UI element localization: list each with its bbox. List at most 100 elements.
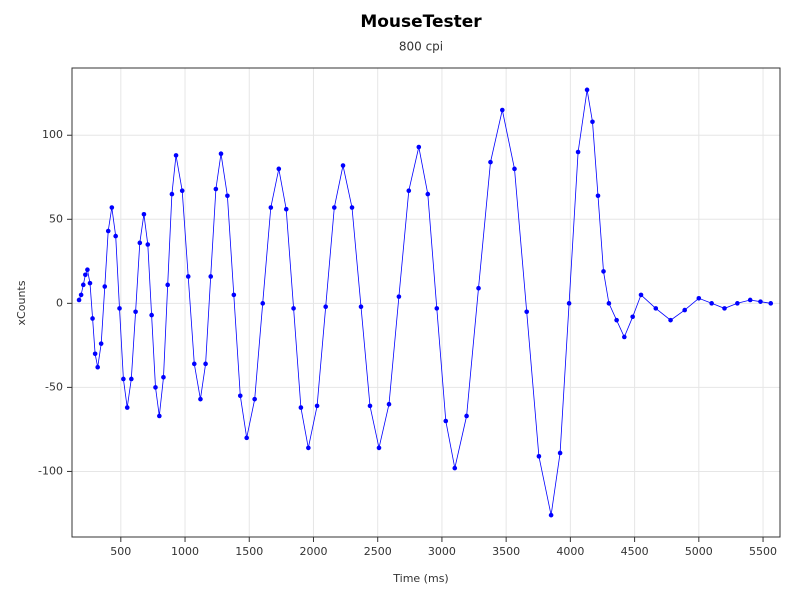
data-point xyxy=(406,188,412,194)
data-point xyxy=(557,450,563,456)
x-tick-label: 3000 xyxy=(428,545,456,558)
data-point xyxy=(76,297,82,303)
x-tick-label: 4000 xyxy=(556,545,584,558)
data-point xyxy=(141,211,147,217)
data-point xyxy=(606,301,612,306)
data-point xyxy=(213,186,219,192)
data-point xyxy=(218,151,224,157)
data-point xyxy=(396,294,402,299)
data-point xyxy=(630,314,635,320)
x-tick-label: 1000 xyxy=(171,545,199,558)
data-point xyxy=(524,309,530,315)
data-point xyxy=(323,304,328,310)
data-point xyxy=(601,269,606,274)
data-point xyxy=(117,306,122,311)
data-point xyxy=(191,361,197,367)
x-tick-label: 2000 xyxy=(299,545,327,558)
data-point xyxy=(244,435,249,441)
data-point xyxy=(153,385,158,390)
data-point xyxy=(340,163,346,168)
data-point xyxy=(735,301,740,306)
data-point xyxy=(179,188,185,194)
data-point xyxy=(682,307,687,313)
y-tick-label: 0 xyxy=(56,296,63,309)
data-point xyxy=(747,297,753,303)
data-point xyxy=(349,205,355,210)
data-point xyxy=(276,166,282,172)
data-point xyxy=(225,193,230,199)
data-point xyxy=(425,191,431,197)
data-point xyxy=(105,228,111,234)
data-point xyxy=(536,454,542,459)
y-tick-label: 50 xyxy=(49,212,63,225)
x-tick-label: 500 xyxy=(110,545,131,558)
data-point xyxy=(149,312,154,318)
data-point xyxy=(145,242,151,247)
x-tick-label: 1500 xyxy=(235,545,263,558)
data-point xyxy=(298,405,304,410)
data-point xyxy=(185,274,191,279)
data-point xyxy=(78,292,84,298)
data-point xyxy=(157,413,162,419)
data-point xyxy=(121,376,126,382)
data-point xyxy=(306,445,311,451)
data-point xyxy=(237,393,243,399)
chart-title: MouseTester xyxy=(360,12,482,32)
data-point xyxy=(98,341,104,346)
data-point xyxy=(653,306,659,311)
data-point xyxy=(291,306,296,311)
data-point xyxy=(622,334,627,340)
data-point xyxy=(416,144,422,150)
data-point xyxy=(109,205,115,210)
data-point xyxy=(87,280,93,286)
data-point xyxy=(575,149,581,155)
data-point xyxy=(638,292,644,298)
data-point xyxy=(129,376,134,382)
data-point xyxy=(376,445,382,451)
data-point xyxy=(231,292,237,298)
data-point xyxy=(443,418,449,424)
data-point xyxy=(709,301,714,306)
x-tick-label: 5500 xyxy=(749,545,777,558)
x-axis-label: Time (ms) xyxy=(392,572,448,585)
x-tick-label: 3500 xyxy=(492,545,520,558)
data-point xyxy=(386,401,392,407)
data-point xyxy=(722,306,727,311)
data-point xyxy=(768,301,774,306)
data-point xyxy=(113,233,118,239)
data-point xyxy=(488,159,493,165)
y-tick-label: 100 xyxy=(42,128,63,141)
data-point xyxy=(548,512,554,518)
chart-subtitle: 800 cpi xyxy=(399,40,443,54)
data-point xyxy=(203,361,208,367)
data-point xyxy=(81,282,86,288)
data-point xyxy=(90,316,95,321)
data-point xyxy=(696,295,702,301)
data-point xyxy=(283,206,289,212)
data-point xyxy=(161,375,166,380)
data-point xyxy=(434,306,440,311)
data-point xyxy=(464,413,469,419)
data-point xyxy=(590,119,595,125)
data-point xyxy=(133,309,138,315)
data-point xyxy=(137,240,143,246)
data-point xyxy=(102,284,108,289)
x-tick-label: 2500 xyxy=(364,545,392,558)
data-point xyxy=(614,317,619,323)
data-point xyxy=(758,299,763,304)
series-line xyxy=(78,89,771,516)
data-point xyxy=(83,272,88,278)
data-point xyxy=(124,405,130,410)
data-point xyxy=(584,87,590,93)
data-point xyxy=(499,107,505,113)
data-point xyxy=(95,364,100,370)
data-point xyxy=(268,205,274,210)
data-point xyxy=(452,465,458,471)
data-point xyxy=(331,205,337,210)
data-point xyxy=(314,403,320,409)
y-tick-label: -50 xyxy=(45,380,63,393)
y-axis-label: xCounts xyxy=(15,280,28,325)
data-point xyxy=(367,403,373,409)
data-point xyxy=(566,301,572,306)
